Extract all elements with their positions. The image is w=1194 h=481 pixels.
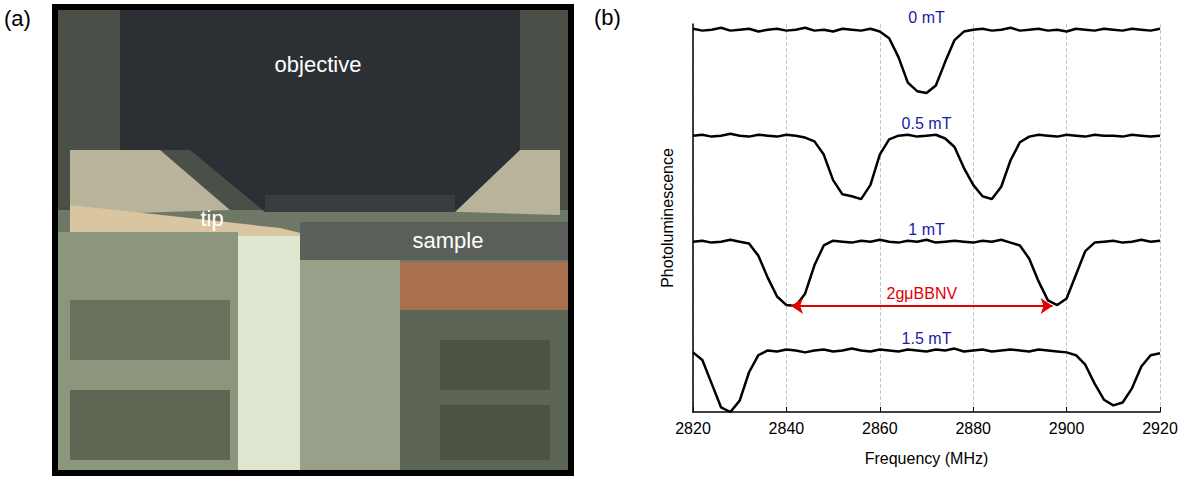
svg-text:1 mT: 1 mT — [908, 221, 945, 238]
svg-text:2920: 2920 — [1142, 420, 1178, 437]
svg-text:2860: 2860 — [862, 420, 898, 437]
svg-text:(a): (a) — [4, 6, 31, 31]
svg-text:2880: 2880 — [955, 420, 991, 437]
svg-text:2820: 2820 — [675, 420, 711, 437]
svg-text:tip: tip — [200, 206, 223, 231]
svg-text:Frequency (MHz): Frequency (MHz) — [865, 450, 989, 467]
svg-text:0.5 mT: 0.5 mT — [902, 115, 952, 132]
svg-text:(b): (b) — [594, 5, 621, 30]
svg-text:2gμBBNV: 2gμBBNV — [887, 285, 958, 302]
svg-text:2840: 2840 — [769, 420, 805, 437]
svg-text:2900: 2900 — [1049, 420, 1085, 437]
svg-text:sample: sample — [413, 228, 484, 253]
svg-text:0 mT: 0 mT — [908, 9, 945, 26]
svg-text:Photoluminescence: Photoluminescence — [659, 148, 676, 288]
svg-text:objective: objective — [275, 52, 362, 77]
svg-text:1.5 mT: 1.5 mT — [902, 330, 952, 347]
